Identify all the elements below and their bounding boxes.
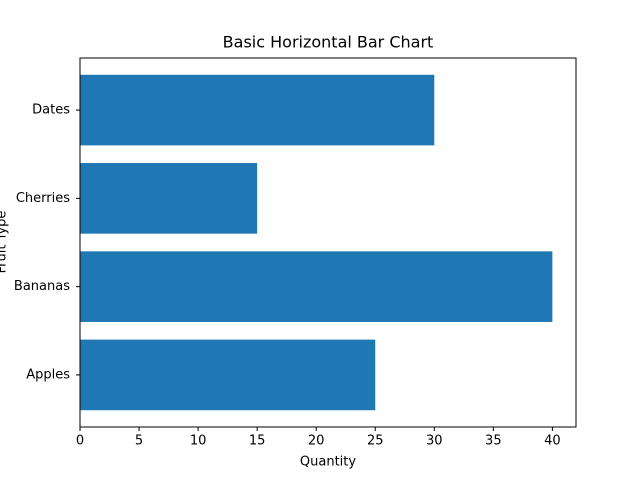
- y-tick-label: Dates: [32, 103, 70, 118]
- x-tick-label: 30: [426, 434, 443, 449]
- chart-title: Basic Horizontal Bar Chart: [223, 33, 434, 52]
- x-tick-label: 15: [249, 434, 266, 449]
- x-tick-label: 35: [485, 434, 502, 449]
- y-tick-label: Bananas: [14, 279, 70, 294]
- x-tick-label: 25: [367, 434, 384, 449]
- y-tick-label: Cherries: [16, 191, 70, 206]
- x-tick-label: 0: [76, 434, 84, 449]
- x-tick-label: 5: [135, 434, 143, 449]
- bar: [80, 251, 553, 322]
- x-tick-label: 10: [190, 434, 207, 449]
- y-axis-label: Fruit Type: [0, 211, 10, 274]
- x-tick-label: 40: [544, 434, 561, 449]
- x-axis-label: Quantity: [300, 455, 356, 470]
- plot-frame: [79, 57, 577, 428]
- bar: [80, 163, 258, 234]
- bar: [80, 339, 376, 411]
- x-tick-label: 20: [308, 434, 325, 449]
- y-tick-label: Apples: [26, 367, 70, 382]
- bar: [80, 74, 435, 146]
